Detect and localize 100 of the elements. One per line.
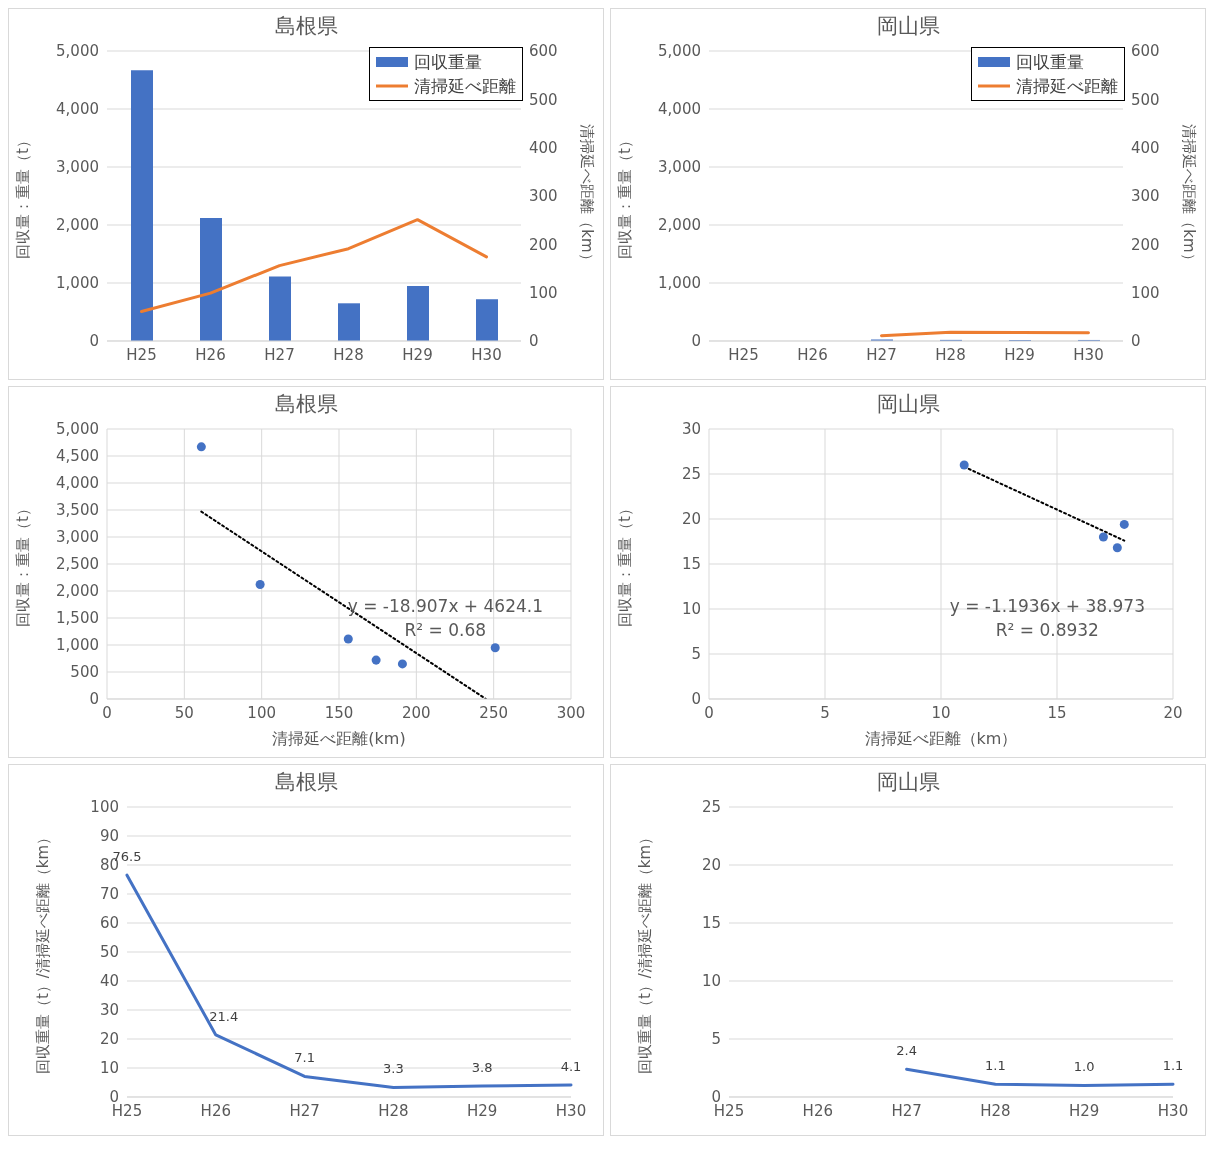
y-tick-label: 25 [681,465,701,484]
y2-tick-label: 200 [529,235,558,254]
y2-tick-label: 500 [529,90,558,109]
chart-title: 島根県 [273,391,339,418]
x-tick-label: 10 [931,703,951,722]
x-tick-label: 100 [247,703,276,722]
y-tick-label: 500 [70,663,99,682]
legend-label: 清掃延べ距離 [1016,75,1118,98]
legend-label: 清掃延べ距離 [414,75,516,98]
x-tick-label: H27 [264,345,295,364]
y-tick-label: 5,000 [56,42,99,61]
data-label: 7.1 [294,1050,315,1066]
annotation: y = -1.1936x + 38.973 [949,595,1145,619]
y-tick-label: 20 [681,510,701,529]
y-axis-title: 回収量：重量（t） [14,133,33,259]
chart-title: 岡山県 [875,769,941,796]
x-tick-label: H28 [980,1101,1011,1120]
y-tick-label: 0 [691,332,701,351]
x-tick-label: H29 [1069,1101,1100,1120]
y-tick-label: 4,500 [56,447,99,466]
x-tick-label: H25 [728,345,759,364]
x-axis-title: 清掃延べ距離（km） [864,729,1018,748]
x-tick-label: H27 [866,345,897,364]
annotation: R² = 0.8932 [994,619,1100,643]
y-tick-label: 5 [711,1030,721,1049]
chart-title: 島根県 [273,13,339,40]
y-tick-label: 3,000 [56,158,99,177]
y-tick-label: 1,000 [658,274,701,293]
x-tick-label: 5 [820,703,830,722]
y2-tick-label: 300 [529,187,558,206]
y-tick-label: 3,500 [56,501,99,520]
y-tick-label: 10 [701,972,721,991]
y-tick-label: 3,000 [658,158,701,177]
x-tick-label: 300 [556,703,586,722]
annotation: y = -18.907x + 4624.1 [347,595,543,619]
y-tick-label: 1,000 [56,636,99,655]
y-tick-label: 25 [701,798,721,817]
x-tick-label: H28 [333,345,364,364]
y-tick-label: 15 [681,555,701,574]
legend-label: 回収重量 [414,51,482,74]
y-tick-label: 0 [89,332,99,351]
data-label: 1.0 [1073,1059,1095,1075]
data-label: 2.4 [896,1043,917,1059]
x-tick-label: H29 [467,1101,498,1120]
y-tick-label: 3,000 [56,528,99,547]
y2-tick-label: 200 [1131,235,1160,254]
y2-tick-label: 500 [1131,90,1160,109]
x-tick-label: H27 [289,1101,320,1120]
x-tick-label: 20 [1163,703,1183,722]
y-tick-label: 20 [99,1030,119,1049]
x-tick-label: H30 [555,1101,587,1120]
y-axis-title: 回収量：重量（t） [616,133,635,259]
y2-tick-label: 400 [1131,138,1160,157]
y-axis-title: 回収量：重量（t） [14,501,33,627]
y-tick-label: 90 [99,827,119,846]
y2-tick-label: 600 [1131,42,1160,61]
y2-tick-label: 100 [529,283,558,302]
chart-title: 岡山県 [875,13,941,40]
x-tick-label: H29 [1004,345,1035,364]
y-tick-label: 2,000 [56,582,99,601]
x-tick-label: H27 [891,1101,922,1120]
chart-title: 岡山県 [875,391,941,418]
y-tick-label: 2,500 [56,555,99,574]
y-tick-label: 60 [99,914,119,933]
y2-tick-label: 600 [529,42,558,61]
x-tick-label: H25 [126,345,157,364]
x-tick-label: 150 [324,703,354,722]
x-tick-label: H26 [200,1101,231,1120]
x-tick-label: 200 [402,703,431,722]
y-tick-label: 0 [89,690,99,709]
y2-tick-label: 300 [1131,187,1160,206]
y-tick-label: 5 [691,645,701,664]
y-tick-label: 40 [99,972,119,991]
data-label: 1.1 [1162,1058,1184,1074]
y-tick-label: 10 [99,1059,119,1078]
y2-tick-label: 0 [529,332,539,351]
y-tick-label: 5,000 [56,420,99,439]
y-axis-title: 回収重量（t）/清掃延べ距離（km） [636,829,655,1075]
y2-tick-label: 0 [1131,332,1141,351]
annotation: R² = 0.68 [403,619,488,643]
y-tick-label: 4,000 [56,100,99,119]
y-tick-label: 10 [681,600,701,619]
y-tick-label: 30 [681,420,701,439]
x-tick-label: H26 [797,345,828,364]
x-tick-label: H30 [471,345,502,364]
y2-axis-title: 清掃延べ距離（km） [1179,124,1198,268]
data-label: 21.4 [209,1008,239,1024]
y-tick-label: 30 [99,1001,119,1020]
y-tick-label: 4,000 [658,100,701,119]
x-tick-label: 250 [479,703,508,722]
y-axis-title: 回収量：重量（t） [616,501,635,627]
y-tick-label: 100 [90,798,119,817]
x-tick-label: H28 [935,345,966,364]
x-tick-label: H28 [378,1101,409,1120]
x-axis-title: 清掃延べ距離(km) [272,729,406,748]
y-tick-label: 2,000 [658,216,701,235]
y-tick-label: 15 [701,914,721,933]
x-tick-label: H26 [195,345,226,364]
y2-tick-label: 100 [1131,283,1160,302]
y-axis-title: 回収重量（t）/清掃延べ距離（km） [34,829,53,1075]
